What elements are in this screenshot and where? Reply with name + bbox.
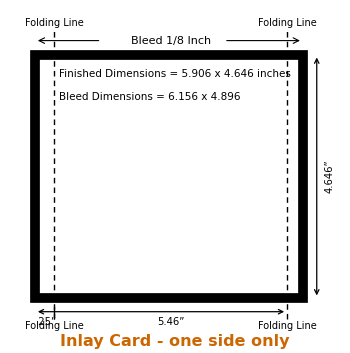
Text: .25”: .25” xyxy=(36,317,57,327)
Text: Finished Dimensions = 5.906 x 4.646 inches: Finished Dimensions = 5.906 x 4.646 inch… xyxy=(60,69,291,79)
Text: Folding Line: Folding Line xyxy=(25,18,84,28)
Text: 4.646”: 4.646” xyxy=(324,160,335,193)
Text: Folding Line: Folding Line xyxy=(258,321,316,331)
Text: Folding Line: Folding Line xyxy=(258,18,316,28)
Text: Folding Line: Folding Line xyxy=(25,321,84,331)
Text: Inlay Card - one side only: Inlay Card - one side only xyxy=(60,335,290,349)
Text: 5.46”: 5.46” xyxy=(157,317,184,327)
Text: Bleed 1/8 Inch: Bleed 1/8 Inch xyxy=(131,36,211,46)
Bar xyxy=(35,55,303,298)
Text: Bleed Dimensions = 6.156 x 4.896: Bleed Dimensions = 6.156 x 4.896 xyxy=(60,92,241,102)
